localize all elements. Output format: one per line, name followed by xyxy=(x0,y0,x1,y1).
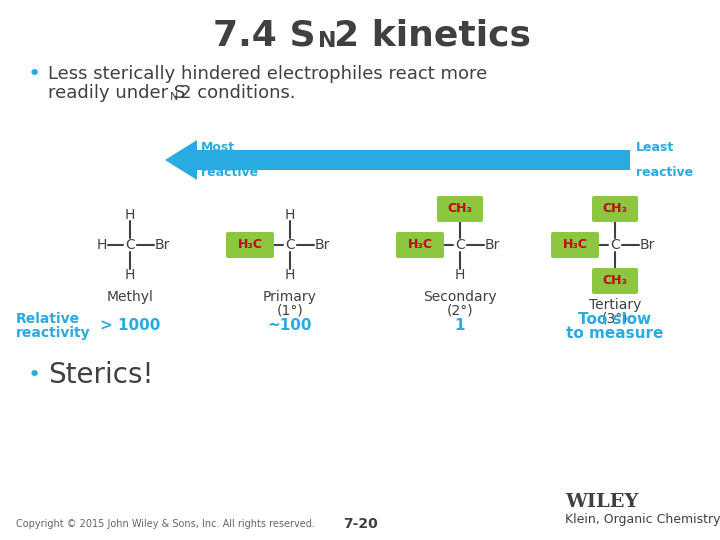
Text: 2 kinetics: 2 kinetics xyxy=(334,18,531,52)
Text: (2°): (2°) xyxy=(446,303,473,317)
Text: CH₃: CH₃ xyxy=(448,202,472,215)
Text: Too slow: Too slow xyxy=(578,312,652,327)
Text: CH₃: CH₃ xyxy=(603,202,628,215)
Text: Br: Br xyxy=(315,238,330,252)
Text: C: C xyxy=(285,238,295,252)
Text: WILEY: WILEY xyxy=(565,493,639,511)
Text: Sterics!: Sterics! xyxy=(48,361,153,389)
Text: Klein, Organic Chemistry 2e: Klein, Organic Chemistry 2e xyxy=(565,514,720,526)
Text: H: H xyxy=(125,268,135,282)
Text: H₃C: H₃C xyxy=(408,239,433,252)
Text: C: C xyxy=(610,238,620,252)
FancyBboxPatch shape xyxy=(396,232,444,258)
Polygon shape xyxy=(165,140,630,180)
Text: reactivity: reactivity xyxy=(16,326,91,340)
Text: ~100: ~100 xyxy=(268,318,312,333)
Text: Copyright © 2015 John Wiley & Sons, Inc. All rights reserved.: Copyright © 2015 John Wiley & Sons, Inc.… xyxy=(16,519,315,529)
Text: H: H xyxy=(125,208,135,222)
Text: Least: Least xyxy=(636,141,674,154)
Text: H: H xyxy=(96,238,107,252)
FancyBboxPatch shape xyxy=(226,232,274,258)
FancyBboxPatch shape xyxy=(592,268,638,294)
Text: Relative: Relative xyxy=(16,312,80,326)
Text: reactive: reactive xyxy=(201,166,258,179)
Text: (1°): (1°) xyxy=(276,303,303,317)
Text: Most: Most xyxy=(201,141,235,154)
Text: N: N xyxy=(318,31,336,51)
Text: •: • xyxy=(28,64,41,84)
Text: H: H xyxy=(285,268,295,282)
Text: > 1000: > 1000 xyxy=(100,318,160,333)
Text: Br: Br xyxy=(485,238,500,252)
Text: Br: Br xyxy=(154,238,170,252)
Text: reactive: reactive xyxy=(636,166,693,179)
Text: to measure: to measure xyxy=(567,326,664,341)
FancyBboxPatch shape xyxy=(551,232,599,258)
Text: Methyl: Methyl xyxy=(107,290,153,304)
Text: readily under S: readily under S xyxy=(48,84,185,102)
Text: 7-20: 7-20 xyxy=(343,517,377,531)
Text: N: N xyxy=(170,92,179,102)
Text: 2 conditions.: 2 conditions. xyxy=(180,84,296,102)
FancyBboxPatch shape xyxy=(592,196,638,222)
Text: Secondary: Secondary xyxy=(423,290,497,304)
Text: Br: Br xyxy=(639,238,654,252)
Text: H: H xyxy=(285,208,295,222)
Text: Primary: Primary xyxy=(263,290,317,304)
Text: C: C xyxy=(125,238,135,252)
Text: H₃C: H₃C xyxy=(238,239,263,252)
Text: C: C xyxy=(455,238,465,252)
Text: CH₃: CH₃ xyxy=(603,274,628,287)
Text: 1: 1 xyxy=(455,318,465,333)
FancyBboxPatch shape xyxy=(437,196,483,222)
Text: Less sterically hindered electrophiles react more: Less sterically hindered electrophiles r… xyxy=(48,65,487,83)
Text: (3°): (3°) xyxy=(602,311,629,325)
Text: H: H xyxy=(455,268,465,282)
Text: •: • xyxy=(28,365,41,385)
Text: 7.4 S: 7.4 S xyxy=(213,18,316,52)
Text: H₃C: H₃C xyxy=(562,239,588,252)
Text: Tertiary: Tertiary xyxy=(589,298,642,312)
